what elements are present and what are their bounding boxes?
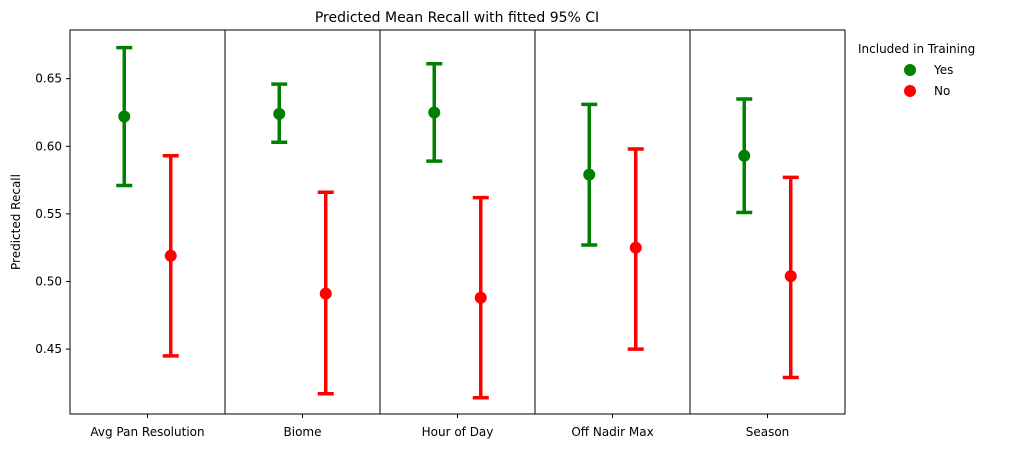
mean-point (273, 107, 286, 120)
mean-point (583, 168, 596, 181)
y-axis-label: Predicted Recall (9, 174, 23, 270)
y-tick-label: 0.65 (35, 72, 62, 86)
y-tick-label: 0.50 (35, 274, 62, 288)
mean-point (319, 287, 332, 300)
mean-point (474, 291, 487, 304)
mean-point (428, 106, 441, 119)
plot-area: 0.45 0.50 0.55 0.60 0.65 Avg Pan Resolution Bi… (35, 29, 846, 439)
y-tick-label: 0.45 (35, 342, 62, 356)
mean-point (784, 270, 797, 283)
legend-entry-label: Yes (933, 63, 953, 77)
mean-point (738, 149, 751, 162)
x-tick-label: Biome (284, 425, 322, 439)
mean-point (629, 241, 642, 254)
x-tick-label: Avg Pan Resolution (90, 425, 204, 439)
legend: Included in Training Yes No (858, 42, 975, 98)
x-tick-label: Hour of Day (422, 425, 494, 439)
x-tick-label: Off Nadir Max (571, 425, 653, 439)
legend-marker (904, 85, 916, 97)
x-tick-label: Season (746, 425, 790, 439)
chart-title: Predicted Mean Recall with fitted 95% CI (315, 10, 599, 26)
mean-point (118, 110, 131, 123)
y-tick-label: 0.55 (35, 207, 62, 221)
y-tick-label: 0.60 (35, 139, 62, 153)
plot-frame (69, 29, 846, 415)
legend-title: Included in Training (858, 42, 975, 56)
legend-marker (904, 64, 916, 76)
mean-point (164, 249, 177, 262)
legend-entry-label: No (934, 84, 950, 98)
